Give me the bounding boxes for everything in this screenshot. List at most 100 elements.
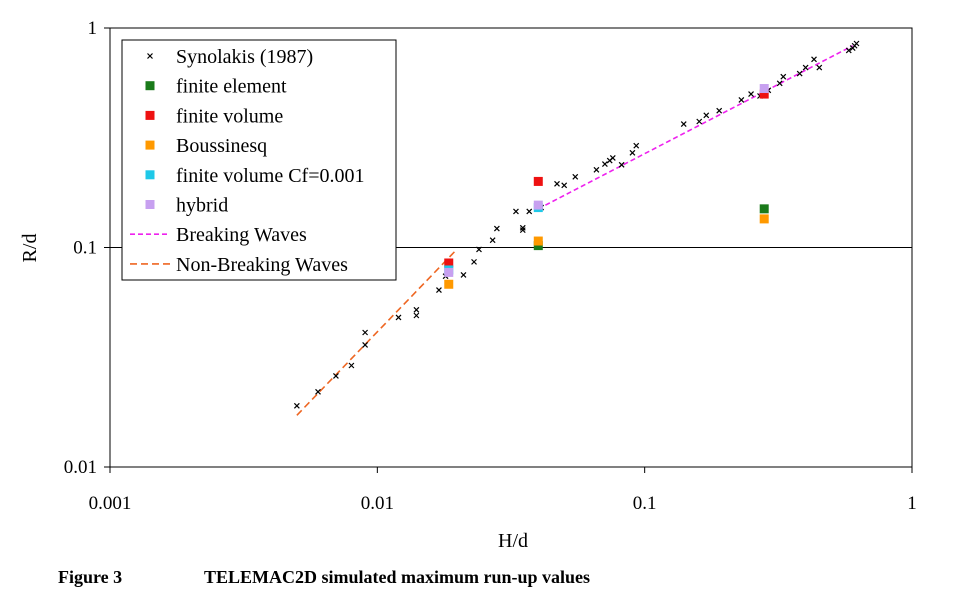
synolakis-1987-point <box>629 149 636 156</box>
x-stroke <box>629 149 636 156</box>
legend-swatch <box>145 140 155 150</box>
non-breaking-waves-line <box>296 250 456 416</box>
x-stroke <box>460 271 467 278</box>
x-tick-label: 0.001 <box>89 493 132 514</box>
x-stroke <box>147 53 153 59</box>
legend-item: finite element <box>145 76 287 98</box>
x-stroke <box>476 246 482 253</box>
synolakis-1987-point <box>680 121 687 128</box>
legend-swatch <box>145 110 155 120</box>
x-stroke <box>362 341 369 348</box>
synolakis-1987-point <box>348 362 355 369</box>
legend-label: Boussinesq <box>176 135 267 157</box>
y-tick-label: 1 <box>88 18 98 39</box>
finite-volume-series <box>444 89 769 268</box>
finite-element-point <box>759 204 769 214</box>
x-stroke <box>748 91 754 98</box>
legend-label: finite volume <box>176 105 283 127</box>
breaking-waves-line <box>537 45 854 210</box>
x-stroke <box>618 161 625 168</box>
x-stroke <box>493 225 500 232</box>
x-axis-title: H/d <box>498 530 528 552</box>
synolakis-1987-point <box>572 173 579 180</box>
x-stroke <box>293 402 300 409</box>
legend-label: hybrid <box>176 195 228 217</box>
legend-label: Synolakis (1987) <box>176 46 313 68</box>
finite-volume-point <box>759 89 769 99</box>
synolakis-1987-point <box>315 388 321 395</box>
x-stroke <box>489 237 496 244</box>
x-stroke <box>519 224 526 231</box>
x-stroke <box>315 388 321 395</box>
finite-element-point <box>533 241 543 251</box>
x-stroke <box>853 40 860 47</box>
x-stroke <box>554 180 560 187</box>
x-stroke <box>845 47 852 54</box>
synolakis-1987-series <box>293 40 860 409</box>
x-stroke <box>633 142 640 149</box>
synolakis-1987-point <box>816 64 823 71</box>
x-stroke <box>703 112 710 119</box>
synolakis-1987-point <box>471 258 477 265</box>
legend-item: finite volume Cf=0.001 <box>145 165 364 187</box>
boussinesq-point <box>444 279 454 289</box>
synolakis-1987-point <box>554 180 560 187</box>
figure-number: Figure 3 <box>58 567 123 587</box>
synolakis-1987-point <box>609 154 616 161</box>
x-stroke <box>776 80 783 87</box>
legend-item: Boussinesq <box>145 135 267 157</box>
x-stroke <box>780 73 787 80</box>
synolakis-1987-point <box>332 372 339 379</box>
x-stroke <box>696 118 703 125</box>
legend-item: Synolakis (1987) <box>147 46 313 68</box>
x-stroke <box>561 182 568 189</box>
synolakis-1987-point <box>776 80 783 87</box>
x-stroke <box>348 362 355 369</box>
legend-item: Non-Breaking Waves <box>130 254 348 276</box>
synolakis-1987-point <box>796 70 803 77</box>
synolakis-1987-point <box>395 314 402 321</box>
legend-swatch <box>145 200 155 209</box>
x-stroke <box>362 329 369 336</box>
x-stroke <box>593 166 600 173</box>
synolakis-1987-point <box>802 64 809 71</box>
synolakis-1987-point <box>703 112 710 119</box>
synolakis-1987-point <box>436 287 442 293</box>
x-stroke <box>609 154 616 161</box>
x-tick-label: 0.1 <box>633 493 657 514</box>
x-stroke <box>572 173 579 180</box>
synolakis-1987-point <box>526 208 533 215</box>
synolakis-1987-point <box>780 73 787 80</box>
synolakis-1987-point <box>489 237 496 244</box>
x-tick-label: 0.01 <box>361 493 394 514</box>
finite-volume-point <box>533 176 543 186</box>
x-stroke <box>816 64 823 71</box>
hybrid-point <box>444 267 454 277</box>
boussinesq-point <box>533 236 543 246</box>
hybrid-point <box>533 200 543 210</box>
legend: Synolakis (1987) finite element finite vol… <box>121 39 397 281</box>
x-stroke <box>601 161 608 167</box>
x-stroke <box>526 208 533 215</box>
legend-item: finite volume <box>145 105 283 127</box>
figure-caption: Figure 3 TELEMAC2D simulated maximum run-… <box>58 567 590 588</box>
x-stroke <box>680 121 687 128</box>
x-stroke <box>413 306 420 313</box>
synolakis-1987-point <box>519 227 526 234</box>
legend-label: Non-Breaking Waves <box>176 254 348 276</box>
x-stroke <box>738 97 745 103</box>
legend-label: Breaking Waves <box>176 224 307 246</box>
legend-item: hybrid <box>145 195 228 217</box>
synolakis-1987-point <box>476 246 482 253</box>
x-stroke <box>796 70 803 77</box>
synolakis-1987-point <box>601 161 608 167</box>
legend-item: Breaking Waves <box>130 224 307 246</box>
x-stroke <box>716 107 723 114</box>
boussinesq-series <box>444 214 769 289</box>
legend-swatch <box>145 81 155 91</box>
x-tick-label: 1 <box>907 493 917 514</box>
y-tick-label: 0.01 <box>64 457 97 478</box>
hybrid-series <box>444 84 769 277</box>
legend-box <box>121 39 397 281</box>
x-stroke <box>413 312 420 319</box>
